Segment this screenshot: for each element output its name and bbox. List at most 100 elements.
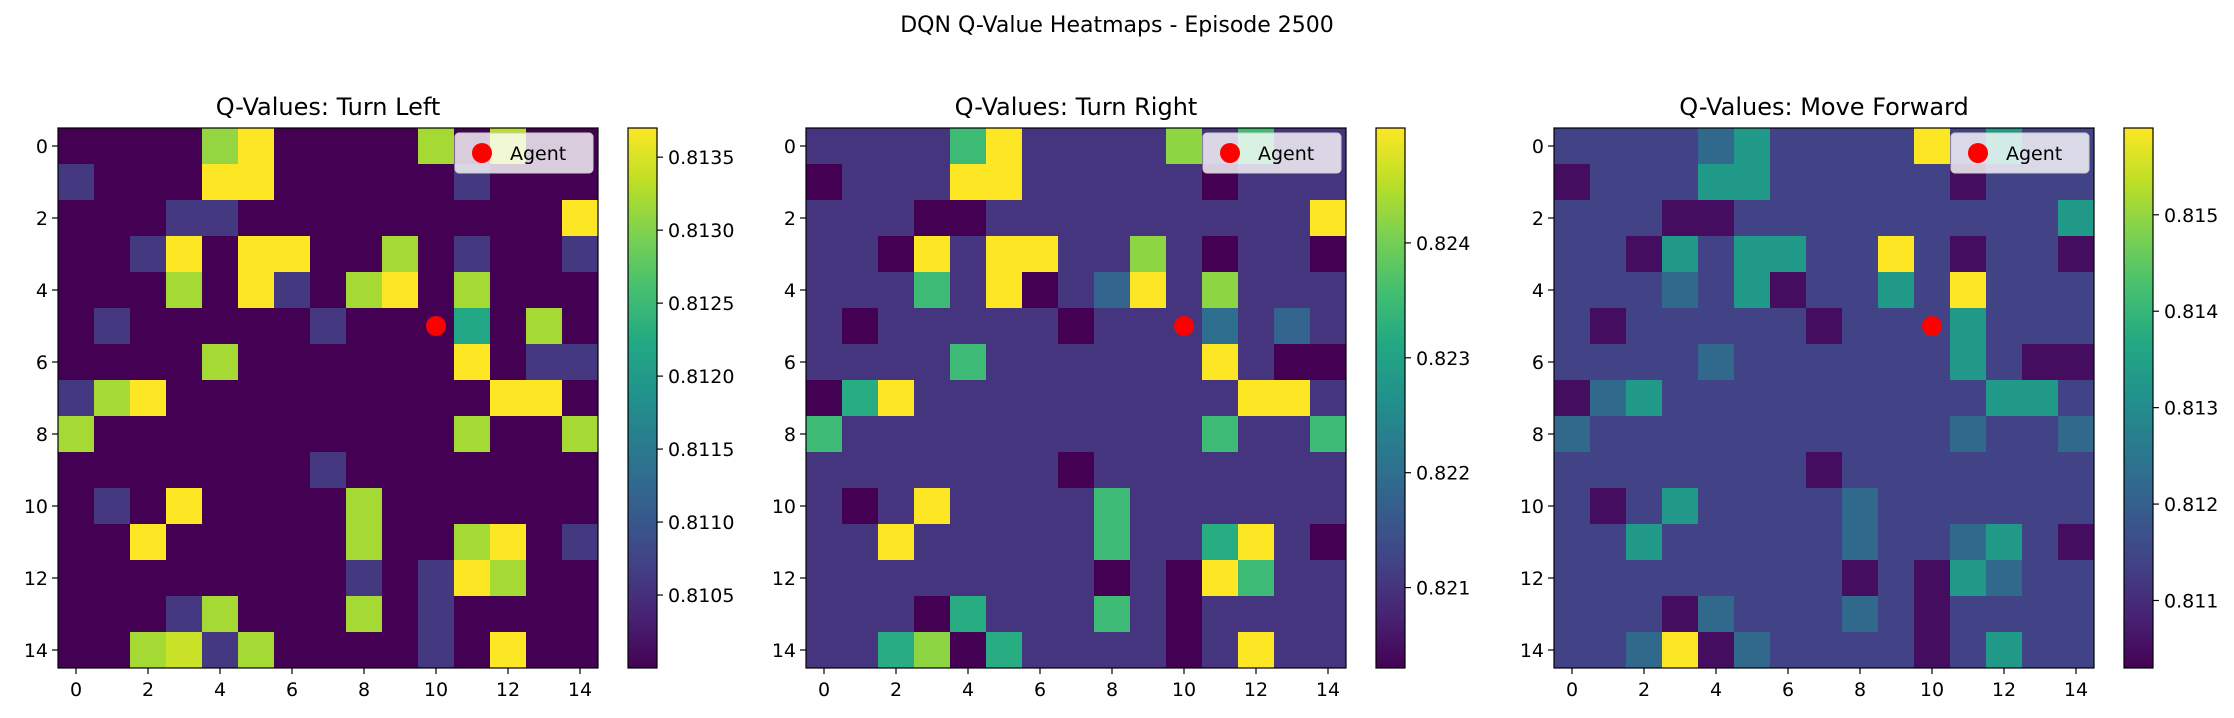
- heatmap-cell: [1734, 272, 1771, 309]
- heatmap-cell: [1058, 380, 1095, 417]
- heatmap-cell: [1554, 452, 1591, 489]
- heatmap-cell: [914, 596, 951, 633]
- heatmap-cell: [1130, 416, 1167, 453]
- heatmap-cell: [382, 488, 419, 525]
- colorbar: 0.8105 0.8110 0.8115 0.8120 0.8125 0.8130 0.81…: [627, 127, 734, 669]
- heatmap-cell: [1806, 380, 1843, 417]
- heatmap-cell: [562, 416, 599, 453]
- heatmap-cell: [1310, 632, 1347, 669]
- heatmap-cell: [950, 524, 987, 561]
- heatmap-cell: [1058, 524, 1095, 561]
- heatmap-cell: [1878, 560, 1915, 597]
- y-tick-label: 4: [36, 280, 48, 302]
- heatmap-cell: [1698, 488, 1735, 525]
- heatmap-cell: [58, 632, 95, 669]
- heatmap-cell: [1554, 524, 1591, 561]
- heatmap-cell: [1166, 236, 1203, 273]
- heatmap-cell: [1770, 128, 1807, 165]
- heatmap-cell: [986, 488, 1023, 525]
- heatmap-cell: [1806, 164, 1843, 201]
- heatmap-cell: [2022, 416, 2059, 453]
- heatmap-cell: [166, 524, 203, 561]
- heatmap-cell: [238, 452, 275, 489]
- heatmap-cell: [1554, 200, 1591, 237]
- heatmap-cell: [310, 380, 347, 417]
- heatmap-cell: [1626, 380, 1663, 417]
- heatmap-cell: [562, 380, 599, 417]
- heatmap-cell: [310, 200, 347, 237]
- heatmap-cell: [842, 632, 879, 669]
- heatmap-cell: [914, 416, 951, 453]
- x-tick-label: 4: [962, 679, 974, 701]
- heatmap-cell: [1770, 524, 1807, 561]
- heatmap-cell: [1130, 344, 1167, 381]
- heatmap-cell: [878, 560, 915, 597]
- heatmap-cell: [94, 272, 131, 309]
- colorbar-tick-label: 0.812: [2164, 494, 2218, 516]
- heatmap-cell: [1878, 272, 1915, 309]
- legend: Agent: [454, 132, 594, 174]
- heatmap-cell: [1130, 524, 1167, 561]
- panel-title: Q-Values: Turn Right: [955, 93, 1198, 121]
- heatmap-cell: [1094, 524, 1131, 561]
- heatmap-cell: [490, 416, 527, 453]
- heatmap-cell: [1806, 236, 1843, 273]
- heatmap-cell: [310, 632, 347, 669]
- heatmap-cell: [1950, 236, 1987, 273]
- heatmap-cell: [1842, 452, 1879, 489]
- heatmap-cell: [94, 236, 131, 273]
- heatmap-cell: [1626, 560, 1663, 597]
- heatmap-cell: [1950, 524, 1987, 561]
- heatmap-cell: [166, 560, 203, 597]
- heatmap-cell: [914, 524, 951, 561]
- colorbar-tick-label: 0.815: [2164, 205, 2218, 227]
- legend-agent-marker: [472, 143, 492, 163]
- heatmap-cell: [986, 128, 1023, 165]
- heatmap-cell: [1770, 632, 1807, 669]
- heatmap-cell: [1130, 596, 1167, 633]
- heatmap-cell: [526, 380, 563, 417]
- heatmap-cell: [1310, 380, 1347, 417]
- heatmap-cell: [1202, 596, 1239, 633]
- heatmap-cell: [1734, 416, 1771, 453]
- heatmap-cell: [58, 344, 95, 381]
- heatmap-cell: [1950, 308, 1987, 345]
- heatmap-cell: [1914, 200, 1951, 237]
- heatmap-cell: [310, 524, 347, 561]
- heatmap-cell: [202, 128, 239, 165]
- heatmap-cell: [1662, 164, 1699, 201]
- heatmap-cell: [130, 488, 167, 525]
- heatmap-cell: [806, 632, 843, 669]
- heatmap-cell: [310, 308, 347, 345]
- heatmap-cell: [1986, 344, 2023, 381]
- heatmap-cell: [562, 344, 599, 381]
- heatmap-cell: [1058, 560, 1095, 597]
- heatmap-cell: [914, 452, 951, 489]
- heatmap-cell: [202, 236, 239, 273]
- heatmap-cell: [878, 344, 915, 381]
- legend-box: [1950, 132, 2090, 174]
- heatmap-cell: [382, 344, 419, 381]
- heatmap-cell: [1166, 524, 1203, 561]
- heatmap-cell: [166, 416, 203, 453]
- heatmap-cell: [806, 128, 843, 165]
- heatmap-cell: [130, 632, 167, 669]
- x-tick-label: 2: [890, 679, 902, 701]
- heatmap-cell: [1310, 524, 1347, 561]
- heatmap-cell: [1202, 560, 1239, 597]
- heatmap-cell: [166, 164, 203, 201]
- heatmap-cell: [1590, 380, 1627, 417]
- x-tick-label: 10: [424, 679, 448, 701]
- heatmap-cell: [418, 416, 455, 453]
- x-tick-label: 8: [358, 679, 370, 701]
- heatmap-cell: [346, 596, 383, 633]
- heatmap-cell: [1662, 632, 1699, 669]
- y-tick-label: 8: [1532, 424, 1544, 446]
- heatmap-cell: [1986, 632, 2023, 669]
- heatmap-panel-0: Q-Values: Turn Left 0 2 4 6 8 10 12 14 0 2 4 6 8 10 12 1…: [24, 93, 735, 701]
- heatmap-cell: [1022, 236, 1059, 273]
- heatmap-cell: [202, 272, 239, 309]
- colorbar-tick-label: 0.8125: [668, 293, 734, 315]
- heatmap-cell: [1626, 128, 1663, 165]
